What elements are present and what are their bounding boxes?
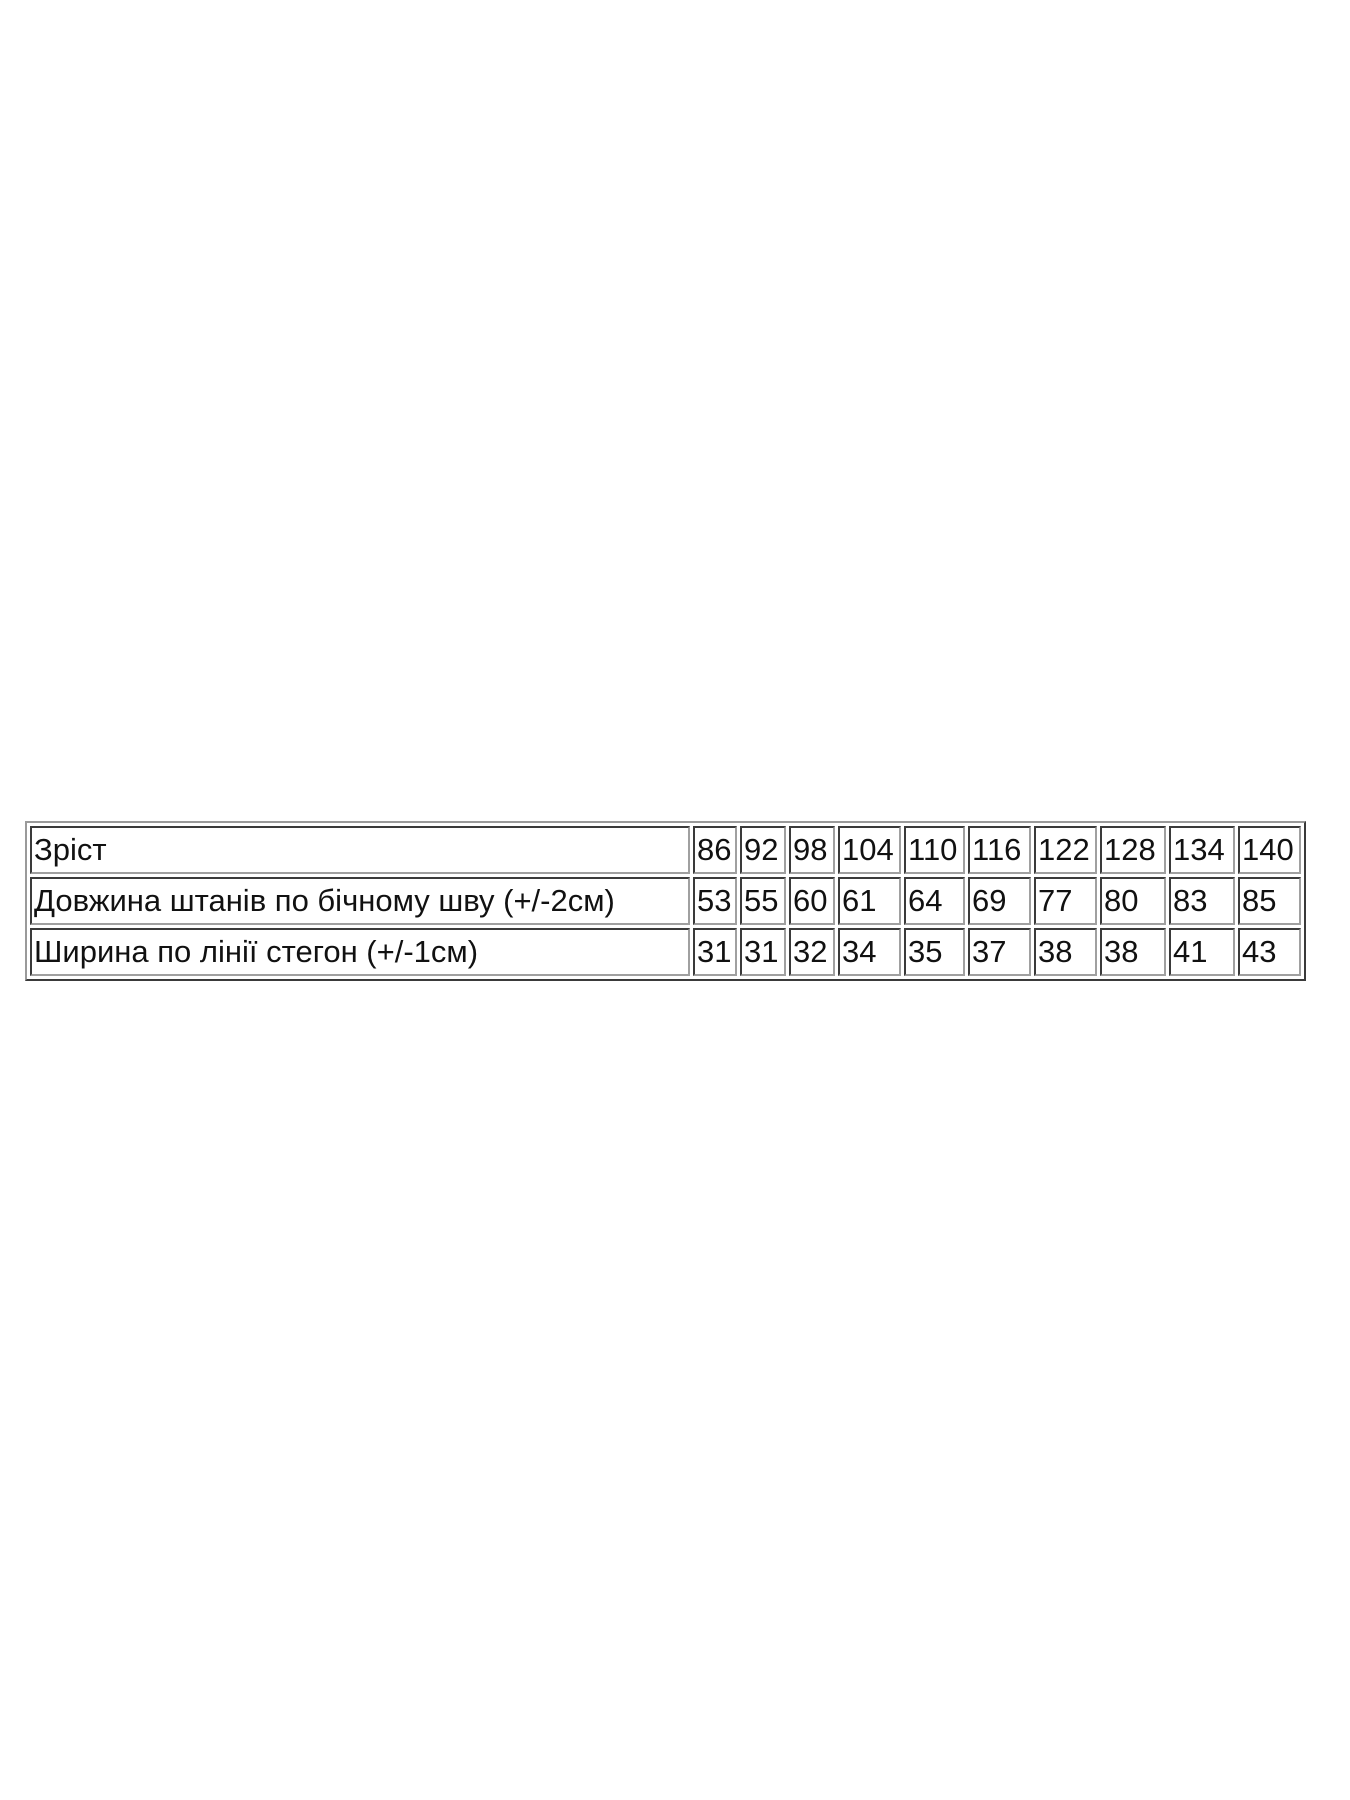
table-cell: 69 [968, 877, 1031, 925]
table-cell: 53 [693, 877, 737, 925]
table-cell: 61 [838, 877, 901, 925]
table-cell: 92 [740, 826, 786, 874]
table-cell: 38 [1100, 928, 1166, 976]
table-cell: 41 [1169, 928, 1235, 976]
table-cell: 86 [693, 826, 737, 874]
table-row: Ширина по лінії стегон (+/-1см) 31 31 32 34 3… [30, 928, 1301, 976]
table-cell: 60 [789, 877, 835, 925]
table-cell: 110 [904, 826, 965, 874]
table-cell: 128 [1100, 826, 1166, 874]
table-cell: 134 [1169, 826, 1235, 874]
table-cell: 34 [838, 928, 901, 976]
table-cell: 43 [1238, 928, 1301, 976]
table-cell: 98 [789, 826, 835, 874]
table-cell: 64 [904, 877, 965, 925]
table-row: Довжина штанів по бічному шву (+/-2см) 53… [30, 877, 1301, 925]
table-cell: 37 [968, 928, 1031, 976]
table-cell: 116 [968, 826, 1031, 874]
table-cell: 122 [1034, 826, 1097, 874]
row-label: Довжина штанів по бічному шву (+/-2см) [30, 877, 690, 925]
size-table: Зріст 86 92 98 104 110 116 122 128 134 140 Довжина … [25, 821, 1306, 981]
table-cell: 80 [1100, 877, 1166, 925]
table-cell: 31 [740, 928, 786, 976]
table-cell: 85 [1238, 877, 1301, 925]
table-cell: 35 [904, 928, 965, 976]
table-cell: 38 [1034, 928, 1097, 976]
table-cell: 140 [1238, 826, 1301, 874]
table-cell: 31 [693, 928, 737, 976]
table-cell: 83 [1169, 877, 1235, 925]
row-label: Ширина по лінії стегон (+/-1см) [30, 928, 690, 976]
table-cell: 77 [1034, 877, 1097, 925]
table-cell: 104 [838, 826, 901, 874]
table-row: Зріст 86 92 98 104 110 116 122 128 134 140 [30, 826, 1301, 874]
table-cell: 32 [789, 928, 835, 976]
table-cell: 55 [740, 877, 786, 925]
row-label: Зріст [30, 826, 690, 874]
